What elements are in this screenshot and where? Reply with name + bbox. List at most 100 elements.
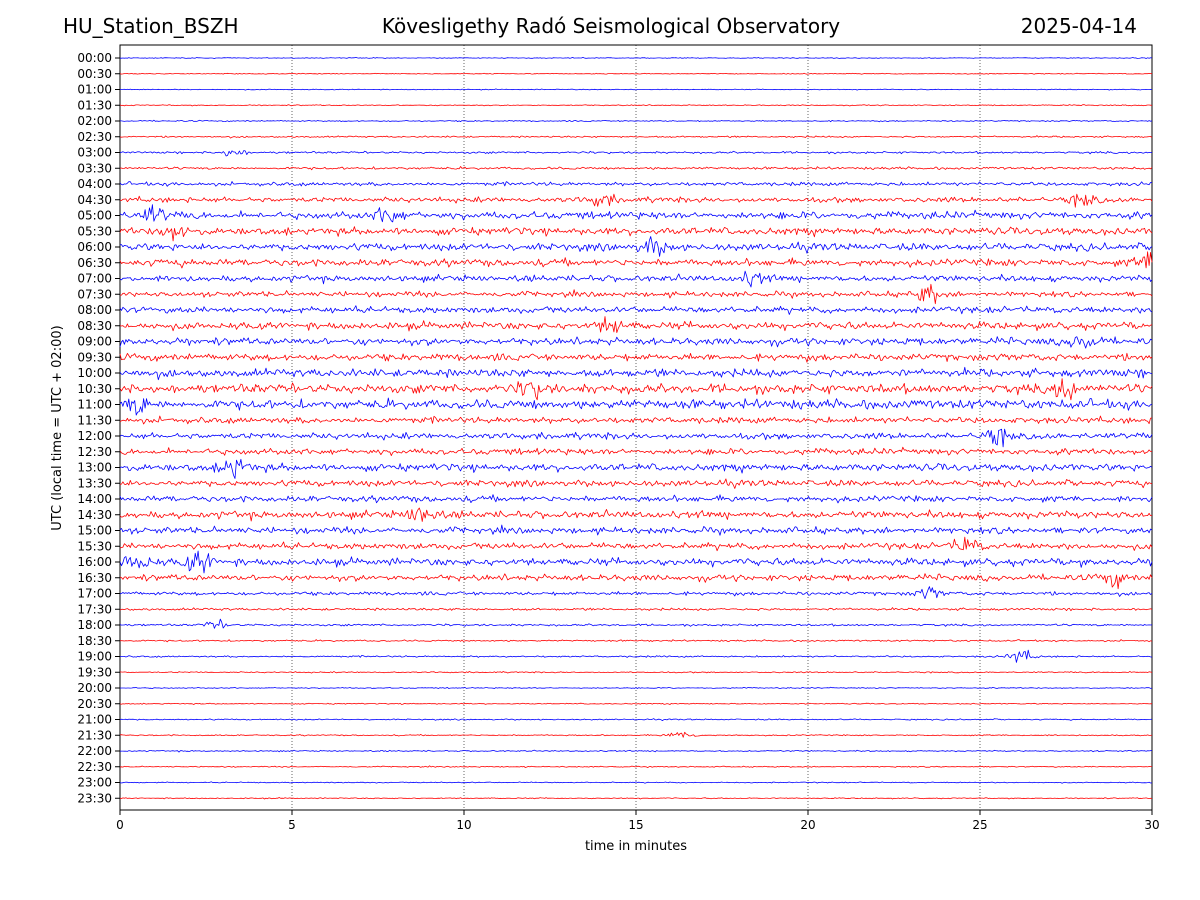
y-tick-label: 19:00: [77, 650, 112, 664]
y-tick-label: 06:00: [77, 240, 112, 254]
y-tick-label: 15:00: [77, 524, 112, 538]
trace-0800: [119, 305, 1153, 315]
trace-0200: [120, 119, 1153, 123]
y-tick-label: 21:00: [77, 713, 112, 727]
y-tick-label: 16:00: [77, 555, 112, 569]
trace-1000: [119, 366, 1153, 381]
y-tick-label: 04:30: [77, 193, 112, 207]
trace-0730: [120, 283, 1153, 305]
trace-1400: [119, 494, 1153, 504]
trace-0100: [120, 88, 1153, 91]
trace-1900: [119, 649, 1153, 663]
y-tick-label: 05:00: [77, 209, 112, 223]
y-tick-label: 18:30: [77, 634, 112, 648]
y-tick-label: 10:30: [77, 382, 112, 396]
y-tick-label: 11:00: [77, 398, 112, 412]
y-tick-label: 21:30: [77, 728, 112, 742]
trace-0300: [119, 150, 1153, 157]
y-tick-label: 12:00: [77, 429, 112, 443]
y-tick-label: 23:00: [77, 776, 112, 790]
y-tick-label: 17:30: [77, 602, 112, 616]
trace-0700: [119, 270, 1153, 288]
y-tick-label: 09:00: [77, 335, 112, 349]
trace-0330: [119, 166, 1153, 171]
trace-0900: [119, 336, 1153, 349]
y-tick-label: 13:30: [77, 476, 112, 490]
trace-1230: [119, 446, 1153, 456]
traces: [119, 57, 1153, 800]
trace-1830: [119, 639, 1153, 643]
y-tick-label: 18:00: [77, 618, 112, 632]
trace-2200: [119, 749, 1153, 753]
trace-1930: [120, 671, 1153, 674]
y-tick-label: 02:30: [77, 130, 112, 144]
trace-0930: [119, 352, 1153, 363]
record-date: 2025-04-14: [1020, 14, 1137, 38]
y-tick-label: 19:30: [77, 665, 112, 679]
y-tick-label: 01:30: [77, 98, 112, 112]
x-tick-label: 20: [800, 818, 815, 832]
y-tick-label: 07:30: [77, 287, 112, 301]
trace-2130: [119, 731, 1153, 738]
y-tick-label: 06:30: [77, 256, 112, 270]
trace-1500: [119, 524, 1153, 536]
x-tick-label: 5: [288, 818, 296, 832]
x-tick-label: 15: [628, 818, 643, 832]
y-tick-label: 22:30: [77, 760, 112, 774]
trace-1700: [119, 586, 1153, 599]
y-tick-label: 17:00: [77, 587, 112, 601]
y-tick-label: 07:00: [77, 272, 112, 286]
y-tick-label: 16:30: [77, 571, 112, 585]
trace-1200: [119, 428, 1153, 448]
trace-1030: [119, 378, 1153, 401]
trace-0000: [120, 57, 1153, 59]
trace-0400: [119, 181, 1153, 187]
trace-1530: [119, 536, 1153, 552]
y-tick-label: 14:00: [77, 492, 112, 506]
y-tick-label: 05:30: [77, 224, 112, 238]
trace-2300: [119, 781, 1153, 784]
trace-1630: [119, 573, 1153, 590]
trace-2330: [119, 797, 1153, 800]
y-tick-label: 01:00: [77, 83, 112, 97]
y-tick-label: 20:00: [77, 681, 112, 695]
trace-0630: [119, 251, 1153, 269]
y-tick-label: 13:00: [77, 461, 112, 475]
x-tick-label: 25: [972, 818, 987, 832]
trace-0130: [119, 104, 1153, 107]
trace-2230: [119, 765, 1152, 768]
trace-0030: [119, 72, 1153, 75]
y-tick-label: 11:30: [77, 413, 112, 427]
x-tick-label: 0: [116, 818, 124, 832]
y-tick-label: 03:00: [77, 146, 112, 160]
y-tick-label: 03:30: [77, 161, 112, 175]
trace-2000: [119, 686, 1153, 689]
y-tick-label: 08:30: [77, 319, 112, 333]
y-tick-label: 02:00: [77, 114, 112, 128]
y-tick-label: 14:30: [77, 508, 112, 522]
y-tick-label: 00:30: [77, 67, 112, 81]
trace-0600: [119, 236, 1153, 257]
trace-1330: [119, 478, 1153, 489]
trace-1800: [119, 618, 1153, 629]
x-axis-ticks: 0 5 10 15 20 25 30: [116, 810, 1160, 832]
trace-2030: [119, 702, 1153, 705]
y-tick-label: 20:30: [77, 697, 112, 711]
y-tick-label: 10:00: [77, 366, 112, 380]
y-tick-label: 23:30: [77, 791, 112, 805]
trace-1600: [119, 550, 1153, 574]
y-tick-label: 15:30: [77, 539, 112, 553]
y-tick-label: 22:00: [77, 744, 112, 758]
x-tick-label: 10: [456, 818, 471, 832]
trace-1430: [119, 507, 1153, 522]
x-axis-label: time in minutes: [585, 839, 687, 854]
trace-0430: [119, 193, 1153, 208]
trace-1730: [119, 607, 1153, 612]
trace-0500: [119, 204, 1153, 223]
grid-lines: [291, 45, 981, 810]
trace-2100: [119, 718, 1153, 721]
trace-1130: [119, 415, 1153, 425]
y-tick-label: 09:30: [77, 350, 112, 364]
